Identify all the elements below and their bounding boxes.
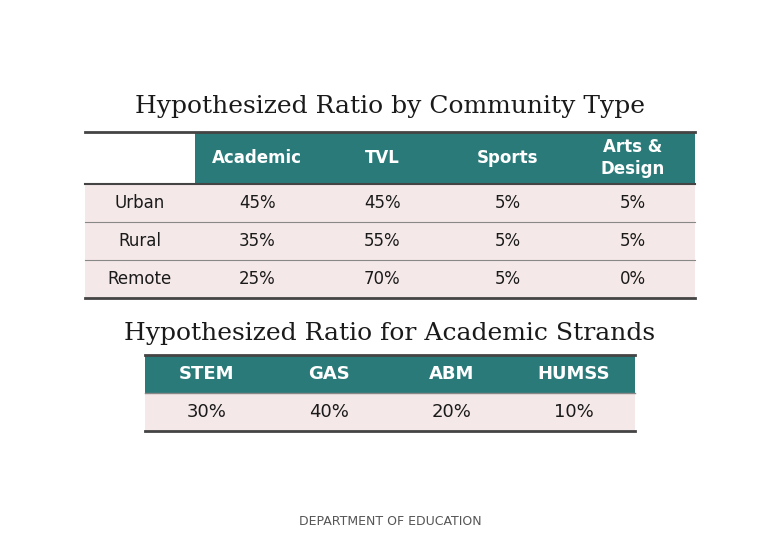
Text: Urban: Urban: [115, 194, 165, 212]
Text: GAS: GAS: [308, 365, 349, 383]
Bar: [512, 355, 635, 393]
Text: DEPARTMENT OF EDUCATION: DEPARTMENT OF EDUCATION: [299, 515, 481, 528]
Text: 5%: 5%: [495, 232, 520, 250]
Bar: [570, 260, 695, 298]
Bar: [570, 132, 695, 184]
Text: Remote: Remote: [108, 270, 172, 288]
Bar: [195, 132, 320, 184]
Bar: [445, 132, 570, 184]
Text: Academic: Academic: [212, 149, 303, 167]
Bar: [570, 222, 695, 260]
Bar: [570, 184, 695, 222]
Text: STEM: STEM: [179, 365, 234, 383]
Bar: [195, 260, 320, 298]
Text: 45%: 45%: [239, 194, 275, 212]
Text: 25%: 25%: [239, 270, 275, 288]
Text: 10%: 10%: [554, 403, 594, 421]
Text: Hypothesized Ratio for Tracks and Strands: Hypothesized Ratio for Tracks and Strand…: [23, 19, 757, 51]
Bar: [85, 222, 195, 260]
Text: 20%: 20%: [431, 403, 471, 421]
Text: 55%: 55%: [364, 232, 401, 250]
Bar: [145, 393, 268, 431]
Text: 45%: 45%: [364, 194, 401, 212]
Bar: [320, 222, 445, 260]
Text: 35%: 35%: [239, 232, 275, 250]
Bar: [445, 260, 570, 298]
Text: 5%: 5%: [495, 194, 520, 212]
Bar: [195, 222, 320, 260]
Bar: [85, 260, 195, 298]
Text: 30%: 30%: [186, 403, 226, 421]
Bar: [268, 393, 390, 431]
Bar: [445, 184, 570, 222]
Text: Sports: Sports: [477, 149, 538, 167]
Bar: [85, 132, 195, 184]
Bar: [320, 184, 445, 222]
Bar: [320, 132, 445, 184]
Text: 70%: 70%: [364, 270, 401, 288]
Text: HUMSS: HUMSS: [537, 365, 610, 383]
Bar: [195, 184, 320, 222]
Bar: [268, 355, 390, 393]
Bar: [390, 393, 512, 431]
Bar: [85, 184, 195, 222]
Text: 0%: 0%: [619, 270, 646, 288]
Bar: [390, 355, 512, 393]
Text: 5%: 5%: [619, 232, 646, 250]
Bar: [320, 260, 445, 298]
Bar: [512, 393, 635, 431]
Text: 40%: 40%: [309, 403, 349, 421]
Text: Hypothesized Ratio for Academic Strands: Hypothesized Ratio for Academic Strands: [125, 322, 655, 345]
Text: Arts &
Design: Arts & Design: [601, 138, 665, 178]
Text: Rural: Rural: [119, 232, 161, 250]
Text: ABM: ABM: [428, 365, 474, 383]
Bar: [145, 355, 268, 393]
Text: TVL: TVL: [365, 149, 400, 167]
Text: Hypothesized Ratio by Community Type: Hypothesized Ratio by Community Type: [135, 95, 645, 118]
Bar: [445, 222, 570, 260]
Text: 5%: 5%: [495, 270, 520, 288]
Text: 5%: 5%: [619, 194, 646, 212]
